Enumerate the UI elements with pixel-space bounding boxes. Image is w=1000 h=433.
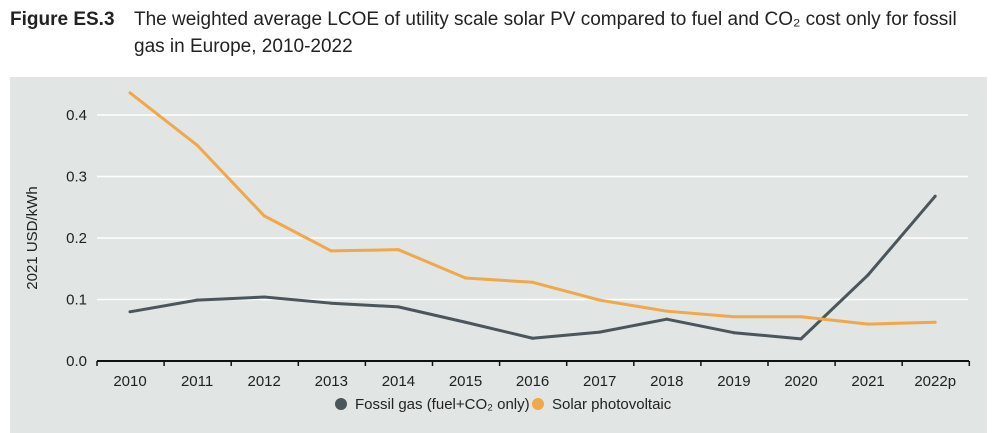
data-point	[396, 248, 400, 252]
x-tick-label: 2010	[113, 373, 146, 390]
data-point	[933, 194, 937, 198]
data-point	[732, 331, 736, 335]
legend-label: Solar photovoltaic	[552, 396, 672, 413]
data-point	[531, 280, 535, 284]
x-tick-label: 2020	[784, 373, 817, 390]
data-point	[665, 317, 669, 321]
x-tick-label: 2011	[181, 373, 213, 390]
legend-marker	[532, 398, 544, 410]
data-point	[464, 276, 467, 280]
data-point	[933, 320, 937, 324]
x-tick-label: 2022p	[914, 373, 956, 390]
figure-title-text: The weighted average LCOE of utility sca…	[134, 9, 957, 57]
data-point	[464, 320, 467, 324]
chart-panel	[10, 77, 987, 433]
y-axis-label: 2021 USD/kWh	[24, 186, 41, 289]
x-tick-label: 2017	[583, 373, 616, 390]
x-tick-label: 2014	[382, 373, 415, 390]
figure-title: Figure ES.3 The weighted average LCOE of…	[10, 6, 990, 60]
legend-label: Fossil gas (fuel+CO₂ only)	[355, 396, 530, 413]
y-tick-label: 0.4	[66, 107, 87, 124]
y-tick-label: 0.3	[66, 169, 87, 186]
x-tick-label: 2012	[248, 373, 281, 390]
data-point	[329, 249, 333, 253]
data-point	[799, 315, 803, 319]
data-point	[262, 295, 266, 299]
data-point	[262, 214, 266, 218]
data-point	[598, 298, 602, 302]
y-tick-label: 0.1	[66, 292, 87, 309]
data-point	[866, 273, 870, 277]
x-tick-label: 2021	[851, 373, 884, 390]
data-point	[732, 315, 736, 319]
x-tick-label: 2019	[717, 373, 750, 390]
y-tick-label: 0.0	[66, 353, 87, 370]
series-line-solar-pv	[129, 91, 936, 326]
legend-marker	[335, 398, 347, 410]
x-tick-label: 2018	[650, 373, 683, 390]
data-point	[128, 91, 132, 95]
data-point	[598, 330, 602, 334]
data-point	[329, 301, 333, 305]
x-tick-label: 2016	[516, 373, 549, 390]
x-tick-label: 2015	[449, 373, 482, 390]
data-point	[799, 337, 803, 341]
data-point	[866, 322, 870, 326]
y-tick-label: 0.2	[66, 230, 87, 247]
data-point	[531, 336, 535, 340]
data-point	[396, 305, 400, 309]
data-point	[195, 143, 199, 147]
data-point	[665, 309, 669, 313]
data-point	[128, 310, 132, 314]
figure-label: Figure ES.3	[10, 9, 115, 30]
x-tick-label: 2013	[315, 373, 348, 390]
data-point	[195, 298, 199, 302]
